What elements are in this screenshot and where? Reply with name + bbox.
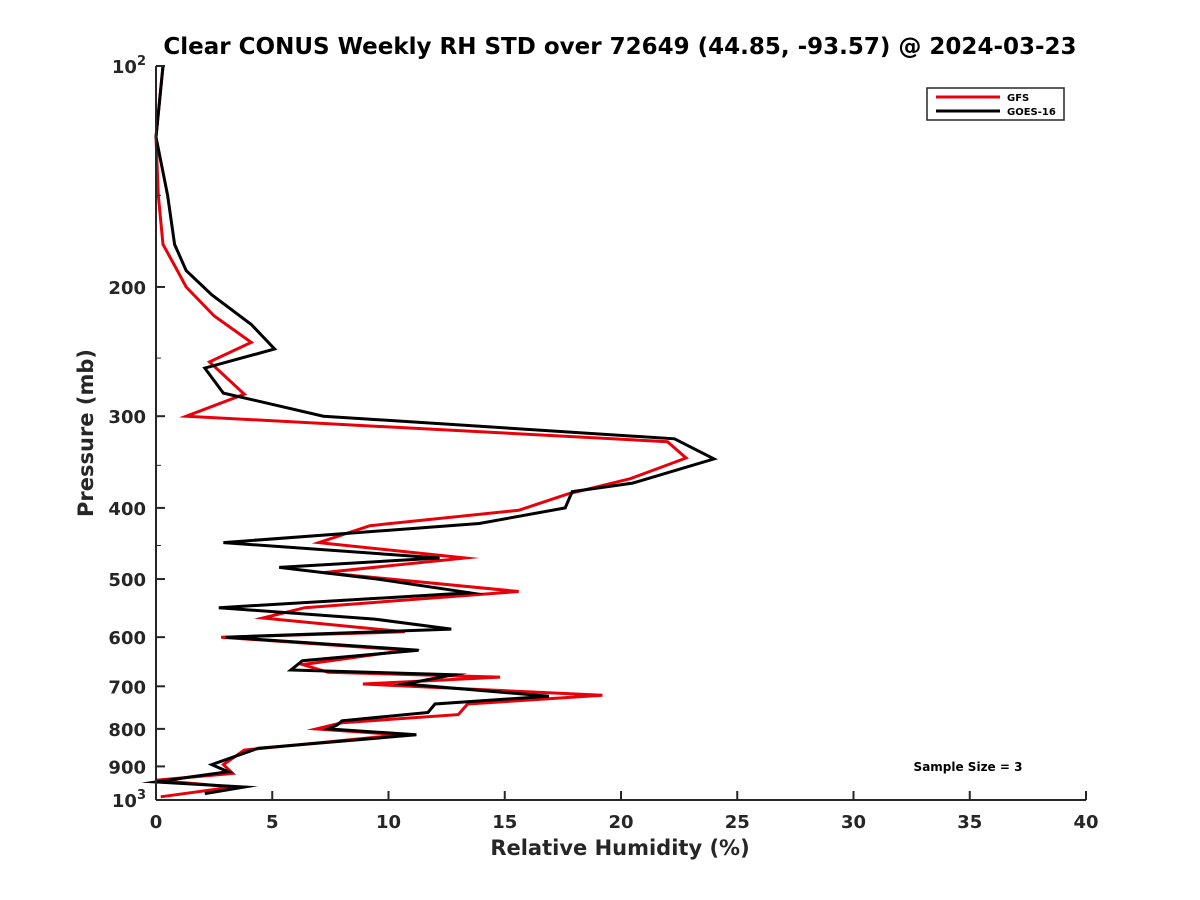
x-tick-label: 20 [608,812,633,833]
series-line-goes-16 [141,65,719,796]
legend-label: GFS [1007,93,1029,104]
y-tick-label: 600 [108,628,146,649]
sample-size-annotation: Sample Size = 3 [914,760,1023,774]
x-tick-label: 5 [266,812,279,833]
series-line-gfs [154,65,689,799]
chart-title: Clear CONUS Weekly RH STD over 72649 (44… [163,34,1076,60]
y-tick-label: 900 [108,757,146,778]
x-tick-label: 25 [725,812,750,833]
x-tick-label: 30 [841,812,866,833]
legend-box [926,87,1065,121]
x-tick-label: 10 [376,812,401,833]
x-tick-label: 35 [957,812,982,833]
y-axis-label: Pressure (mb) [74,349,98,517]
series-layer [141,65,719,799]
y-tick-label: 700 [108,677,146,698]
y-tick-label: 300 [108,407,146,428]
x-tick-label: 0 [150,812,163,833]
y-tick-label: 200 [108,278,146,299]
y-tick-label: 103 [112,788,146,812]
x-tick-label: 15 [492,812,517,833]
axes-layer: 0 5 10 15 20 25 30 35 40 102 200 300 400 500 600 700 800… [108,54,1098,833]
x-axis-label: Relative Humidity (%) [490,836,749,860]
x-tick-label: 40 [1073,812,1098,833]
legend-label: GOES-16 [1007,107,1056,118]
y-tick-label: 800 [108,720,146,741]
y-tick-label: 500 [108,570,146,591]
y-tick-label: 400 [108,499,146,520]
y-tick-label: 102 [112,54,146,78]
legend: GFS GOES-16 [926,87,1065,121]
